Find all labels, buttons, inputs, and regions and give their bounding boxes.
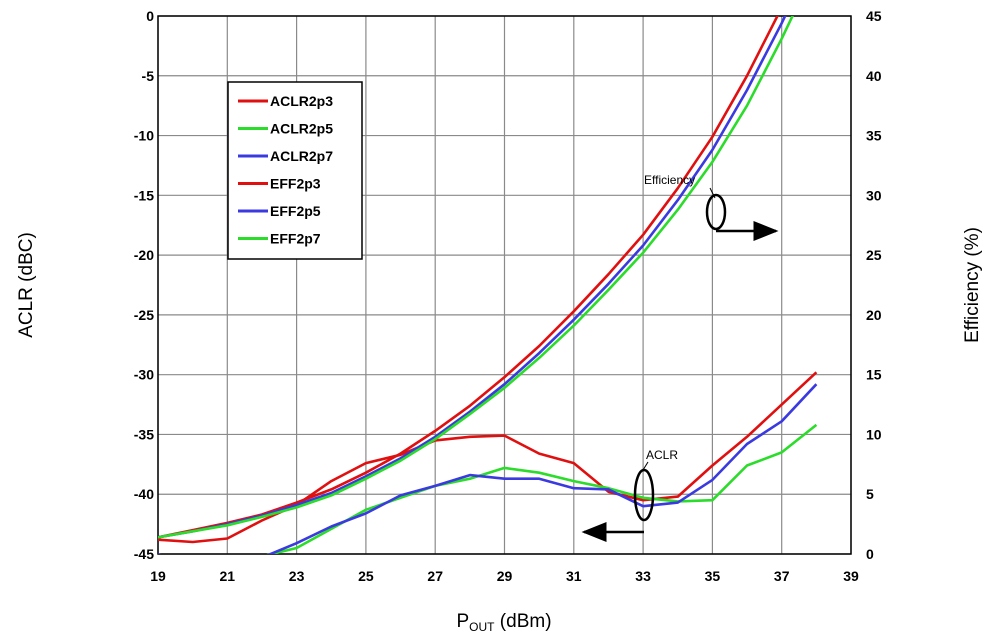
legend-label-aclr2p3: ACLR2p3 (270, 93, 333, 109)
right-y-tick-label: 30 (866, 187, 882, 203)
legend-label-aclr2p5: ACLR2p5 (270, 121, 333, 137)
efficiency-annotation-label: Efficiency (644, 173, 695, 187)
legend-label-aclr2p7: ACLR2p7 (270, 148, 333, 164)
right-axis-ticks: 45 40 35 30 25 20 15 10 5 0 (866, 8, 882, 562)
x-tick-label: 33 (635, 568, 651, 584)
x-axis-title-main: P (456, 611, 469, 632)
left-axis-ticks: 0 -5 -10 -15 -20 -25 -30 -35 -40 -45 (134, 8, 154, 562)
right-y-tick-label: 40 (866, 68, 882, 84)
x-tick-label: 35 (705, 568, 721, 584)
series-line-eff2p7 (158, 16, 794, 539)
series-line-eff2p5 (158, 16, 787, 539)
right-y-tick-label: 0 (866, 546, 874, 562)
x-tick-label: 39 (843, 568, 859, 584)
left-y-tick-label: -5 (142, 68, 155, 84)
x-tick-label: 25 (358, 568, 374, 584)
left-axis-title: ACLR (dBC) (16, 232, 37, 338)
left-y-tick-label: -15 (134, 187, 154, 203)
left-y-tick-label: 0 (146, 8, 154, 24)
right-axis-title: Efficiency (%) (962, 227, 983, 343)
efficiency-annotation: Efficiency (644, 173, 779, 241)
right-y-tick-label: 45 (866, 8, 882, 24)
right-y-tick-label: 10 (866, 426, 882, 442)
series-line-eff2p3 (158, 16, 779, 539)
x-tick-label: 27 (427, 568, 443, 584)
series-lines (158, 16, 818, 554)
legend-label-eff2p3: EFF2p3 (270, 176, 321, 192)
legend: ACLR2p3 ACLR2p5 ACLR2p7 EFF2p3 EFF2p5 EFF2p7 (238, 93, 333, 247)
series-line-aclr2p7 (158, 383, 818, 554)
left-y-tick-label: -20 (134, 247, 154, 263)
x-tick-label: 37 (774, 568, 790, 584)
aclr-annotation: ACLR (581, 448, 678, 542)
aclr-annotation-leader (642, 461, 649, 471)
aclr-annotation-ellipse (633, 468, 655, 522)
series-line-aclr2p5 (266, 423, 818, 554)
x-axis-title-unit: (dBm) (495, 611, 552, 632)
left-y-tick-label: -30 (134, 367, 154, 383)
aclr-annotation-label: ACLR (646, 448, 678, 462)
x-tick-label: 19 (150, 568, 166, 584)
right-y-tick-label: 5 (866, 486, 874, 502)
x-tick-label: 23 (289, 568, 305, 584)
x-axis-ticks: 19 21 23 25 27 29 31 33 35 37 39 (150, 568, 859, 584)
left-y-tick-label: -10 (134, 128, 154, 144)
left-y-tick-label: -40 (134, 486, 154, 502)
plot-border (157, 15, 852, 555)
efficiency-annotation-ellipse (705, 193, 727, 231)
left-y-tick-label: -45 (134, 546, 154, 562)
x-tick-label: 21 (220, 568, 236, 584)
legend-label-eff2p7: EFF2p7 (270, 231, 321, 247)
x-tick-label: 29 (497, 568, 513, 584)
right-y-tick-label: 35 (866, 128, 882, 144)
legend-box (227, 81, 363, 260)
legend-label-eff2p5: EFF2p5 (270, 203, 321, 219)
x-axis-title: POUT (dBm) (456, 611, 551, 634)
x-axis-title-subscript: OUT (469, 620, 495, 634)
series-line-aclr2p3 (158, 371, 818, 544)
left-y-tick-label: -35 (134, 426, 154, 442)
left-y-tick-label: -25 (134, 307, 154, 323)
x-tick-label: 31 (566, 568, 582, 584)
right-y-tick-label: 25 (866, 247, 882, 263)
right-y-tick-label: 15 (866, 367, 882, 383)
right-y-tick-label: 20 (866, 307, 882, 323)
